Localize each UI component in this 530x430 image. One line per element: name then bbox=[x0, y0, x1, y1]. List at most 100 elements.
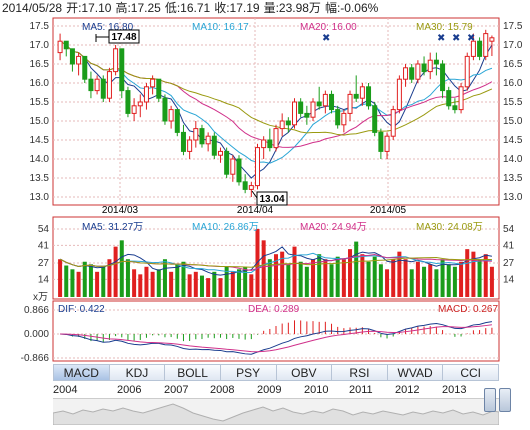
dif-line bbox=[60, 321, 492, 355]
navigator-left-handle[interactable] bbox=[484, 388, 496, 412]
volume-tick: 14 bbox=[503, 274, 515, 285]
price-tick: 15.5 bbox=[503, 97, 523, 108]
price-left-axis: 17.5 17.0 16.5 16.0 15.5 15.0 14.5 14.0 13.5 13.0 bbox=[30, 21, 50, 203]
candle-body bbox=[261, 139, 267, 149]
price-tick: 14.5 bbox=[503, 135, 523, 146]
volume-bar bbox=[101, 266, 106, 297]
candle-body bbox=[304, 112, 310, 118]
price-tick: 17.5 bbox=[503, 21, 523, 32]
event-marker-icon[interactable]: ✖ bbox=[322, 33, 330, 44]
year-label: 2007 bbox=[164, 384, 189, 396]
volume-bar bbox=[366, 261, 371, 297]
volume-bar bbox=[329, 264, 334, 297]
volume-bar bbox=[459, 261, 464, 297]
tab-boll[interactable]: BOLL bbox=[164, 364, 220, 381]
tab-kdj[interactable]: KDJ bbox=[108, 364, 165, 381]
volume-bar bbox=[267, 259, 272, 297]
candle-body bbox=[63, 40, 69, 50]
volume-bar bbox=[483, 254, 488, 297]
candle-body bbox=[452, 105, 458, 111]
price-tick: 17.5 bbox=[30, 21, 50, 32]
event-marker-icon[interactable]: ✖ bbox=[452, 33, 460, 44]
quote-volume: 量:23.98万 bbox=[263, 1, 321, 15]
volume-bar bbox=[138, 274, 143, 297]
candle-body bbox=[224, 150, 230, 175]
candle-body bbox=[341, 112, 347, 126]
event-marker-icon[interactable]: ✖ bbox=[467, 33, 475, 44]
volume-bar bbox=[88, 264, 93, 297]
price-tick: 16.0 bbox=[503, 78, 523, 89]
candle-body bbox=[236, 158, 242, 183]
price-tick: 13.5 bbox=[30, 173, 50, 184]
volume-bar bbox=[391, 259, 396, 297]
tab-wvad[interactable]: WVAD bbox=[386, 364, 443, 381]
candle-body bbox=[279, 120, 285, 130]
price-tick: 16.0 bbox=[30, 78, 50, 89]
year-label: 2006 bbox=[117, 384, 142, 396]
volume-bar bbox=[119, 240, 124, 297]
candle-body bbox=[205, 135, 211, 145]
volume-bar bbox=[64, 265, 69, 297]
volume-bar bbox=[212, 271, 217, 297]
candle-body bbox=[156, 78, 162, 99]
event-marker-icon[interactable]: ✖ bbox=[437, 33, 445, 44]
candle-body bbox=[94, 78, 100, 92]
candle-body bbox=[217, 150, 223, 156]
history-sparkline bbox=[52, 403, 500, 426]
candle-body bbox=[433, 59, 439, 65]
macd-value-label: MACD: 0.267 bbox=[438, 304, 498, 315]
price-tick: 14.5 bbox=[30, 135, 50, 146]
macd-tick: -0.866 bbox=[21, 353, 50, 362]
timeline-navigator[interactable] bbox=[52, 398, 500, 426]
volume-bar bbox=[360, 254, 365, 297]
candle-body bbox=[359, 86, 365, 99]
tab-obv[interactable]: OBV bbox=[275, 364, 332, 381]
candle-body bbox=[366, 86, 372, 107]
price-right-axis: 17.5 17.0 16.5 16.0 15.5 15.0 14.5 14.0 13.5 13.0 bbox=[503, 21, 523, 203]
candle-body bbox=[464, 55, 470, 88]
volume-tick: 27 bbox=[503, 258, 515, 269]
date-tick: 2014/03 bbox=[102, 205, 139, 216]
volume-bar bbox=[236, 269, 241, 297]
navigator-right-handle[interactable] bbox=[499, 388, 511, 412]
candle-body bbox=[187, 139, 193, 152]
candle-body bbox=[298, 101, 304, 114]
candle-body bbox=[378, 131, 384, 152]
volume-tick: 54 bbox=[503, 224, 515, 235]
volume-bar bbox=[70, 269, 75, 297]
volume-bar bbox=[311, 259, 316, 297]
price-tick: 15.0 bbox=[30, 116, 50, 127]
volume-bar bbox=[471, 251, 476, 297]
candle-body bbox=[242, 181, 248, 190]
high-marker-label: 17.48 bbox=[111, 32, 136, 43]
candle-body bbox=[199, 128, 205, 145]
volume-bar bbox=[465, 249, 470, 297]
price-tick: 13.0 bbox=[503, 192, 523, 203]
volume-tick: 54 bbox=[38, 224, 50, 235]
volume-ma20-label: MA20: 24.94万 bbox=[300, 222, 367, 233]
volume-unit-label: x万 bbox=[33, 292, 48, 303]
volume-ma5-label: MA5: 31.27万 bbox=[82, 222, 143, 233]
candle-body bbox=[292, 101, 298, 126]
volume-bar bbox=[187, 274, 192, 297]
tab-macd[interactable]: MACD bbox=[53, 364, 109, 381]
volume-bar bbox=[107, 259, 112, 297]
price-tick: 15.5 bbox=[30, 97, 50, 108]
volume-bar bbox=[113, 246, 118, 297]
candle-body bbox=[137, 101, 143, 107]
tab-cci[interactable]: CCI bbox=[442, 364, 499, 381]
price-ma5-label: MA5: 16.80 bbox=[82, 22, 134, 33]
volume-bar bbox=[95, 271, 100, 297]
tab-psy[interactable]: PSY bbox=[219, 364, 276, 381]
volume-bar bbox=[162, 259, 167, 297]
year-label: 2010 bbox=[304, 384, 329, 396]
candle-body bbox=[335, 109, 341, 126]
event-markers[interactable]: ✖ ✖ ✖ ✖ bbox=[322, 33, 475, 44]
tab-rsi[interactable]: RSI bbox=[331, 364, 387, 381]
volume-bars bbox=[58, 229, 494, 297]
chart-canvas[interactable]: 17.5 17.0 16.5 16.0 15.5 15.0 14.5 14.0 13.5 13.0… bbox=[0, 0, 530, 362]
volume-bar bbox=[335, 256, 340, 297]
volume-tick: 41 bbox=[38, 240, 50, 251]
high-marker: 17.48 bbox=[95, 29, 140, 44]
volume-moving-averages bbox=[59, 246, 492, 276]
